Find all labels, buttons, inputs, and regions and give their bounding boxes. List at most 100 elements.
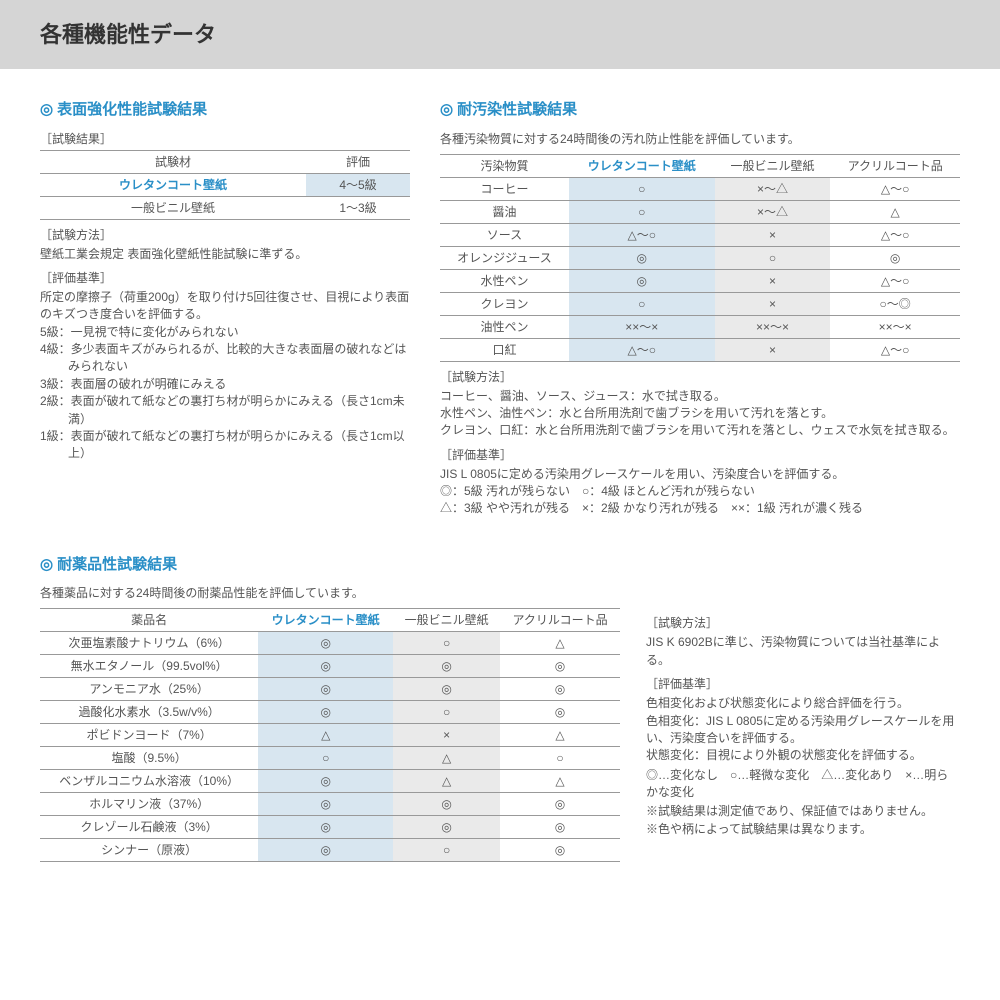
section3-title: 耐薬品性試験結果 bbox=[40, 554, 960, 577]
cell: 無水エタノール（99.5vol%） bbox=[40, 655, 258, 678]
cell: 次亜塩素酸ナトリウム（6%） bbox=[40, 632, 258, 655]
sec3-th-0: 薬品名 bbox=[40, 609, 258, 632]
sec3-th-2: 一般ビニル壁紙 bbox=[393, 609, 500, 632]
cell: × bbox=[715, 269, 831, 292]
sec2-criteria-label: ［評価基準］ bbox=[440, 446, 960, 464]
section1-title: 表面強化性能試験結果 bbox=[40, 99, 410, 122]
cell: ◎ bbox=[393, 816, 500, 839]
cell-name: 一般ビニル壁紙 bbox=[40, 196, 306, 219]
method-line: クレヨン、口紅：水と台所用洗剤で歯ブラシを用いて汚れを落とし、ウェスで水気を拭き… bbox=[440, 422, 960, 439]
cell: ◎ bbox=[830, 246, 960, 269]
cell-value: 4～5級 bbox=[306, 173, 410, 196]
section1-table: 試験材 評価 ウレタンコート壁紙4～5級一般ビニル壁紙1～3級 bbox=[40, 150, 410, 220]
table-row: シンナー（原液）◎○◎ bbox=[40, 839, 620, 862]
table-row: ベンザルコニウム水溶液（10%）◎△△ bbox=[40, 770, 620, 793]
cell: × bbox=[393, 724, 500, 747]
grade-line: 2級：表面が破れて紙などの裏打ち材が明らかにみえる（長さ1cm未満） bbox=[40, 393, 410, 428]
cell: ソース bbox=[440, 223, 569, 246]
table-row: 油性ペン××～×××～×××～× bbox=[440, 315, 960, 338]
cell: ◎ bbox=[500, 839, 620, 862]
section2-intro: 各種汚染物質に対する24時間後の汚れ防止性能を評価しています。 bbox=[440, 130, 960, 148]
cell: △ bbox=[393, 770, 500, 793]
table-row: 口紅△～○×△～○ bbox=[440, 338, 960, 361]
method-line: 水性ペン、油性ペン：水と台所用洗剤で歯ブラシを用いて汚れを落とす。 bbox=[440, 405, 960, 422]
sec1-grades: 5級：一見視で特に変化がみられない4級：多少表面キズがみられるが、比較的大きな表… bbox=[40, 324, 410, 463]
cell: ◎ bbox=[258, 839, 393, 862]
table-row: 過酸化水素水（3.5w/v%）◎○◎ bbox=[40, 701, 620, 724]
sec2-th-0: 汚染物質 bbox=[440, 154, 569, 177]
criteria-line: 状態変化：目視により外観の状態変化を評価する。 bbox=[646, 747, 960, 764]
criteria-line: 色相変化および状態変化により総合評価を行う。 bbox=[646, 695, 960, 712]
cell: ×～△ bbox=[715, 177, 831, 200]
cell: △～○ bbox=[830, 177, 960, 200]
cell: ポビドンヨード（7%） bbox=[40, 724, 258, 747]
sec2-criteria-line: JIS L 0805に定める汚染用グレースケールを用い、汚染度合いを評価する。 bbox=[440, 466, 960, 483]
cell: △～○ bbox=[830, 269, 960, 292]
cell: ○ bbox=[393, 632, 500, 655]
table-row: 一般ビニル壁紙1～3級 bbox=[40, 196, 410, 219]
sec2-th-1: ウレタンコート壁紙 bbox=[569, 154, 715, 177]
section1-result-label: ［試験結果］ bbox=[40, 130, 410, 148]
cell: 油性ペン bbox=[440, 315, 569, 338]
sec1-method-text: 壁紙工業会規定 表面強化壁紙性能試験に準ずる。 bbox=[40, 246, 410, 263]
section2-table: 汚染物質 ウレタンコート壁紙 一般ビニル壁紙 アクリルコート品 コーヒー○×～△… bbox=[440, 154, 960, 362]
grade-line: 3級：表面層の破れが明確にみえる bbox=[40, 376, 410, 393]
cell: オレンジジュース bbox=[440, 246, 569, 269]
top-row: 表面強化性能試験結果 ［試験結果］ 試験材 評価 ウレタンコート壁紙4～5級一般… bbox=[40, 99, 960, 518]
cell-value: 1～3級 bbox=[306, 196, 410, 219]
cell: ××～× bbox=[569, 315, 715, 338]
cell: 醤油 bbox=[440, 200, 569, 223]
grade-line: 1級：表面が破れて紙などの裏打ち材が明らかにみえる（長さ1cm以上） bbox=[40, 428, 410, 463]
sec2-th-3: アクリルコート品 bbox=[830, 154, 960, 177]
table-row: アンモニア水（25%）◎◎◎ bbox=[40, 678, 620, 701]
sec3-criteria-lines: 色相変化および状態変化により総合評価を行う。色相変化：JIS L 0805に定め… bbox=[646, 695, 960, 765]
cell: 塩酸（9.5%） bbox=[40, 747, 258, 770]
sec1-criteria-text: 所定の摩擦子（荷重200g）を取り付け5回往復させ、目視により表面のキズつき度合… bbox=[40, 289, 410, 324]
table-row: 醤油○×～△△ bbox=[440, 200, 960, 223]
sec3-method-text: JIS K 6902Bに準じ、汚染物質については当社基準による。 bbox=[646, 634, 960, 669]
sec2-legend1: ◎：5級 汚れが残らない ○：4級 ほとんど汚れが残らない bbox=[440, 483, 960, 500]
section3-intro: 各種薬品に対する24時間後の耐薬品性能を評価しています。 bbox=[40, 584, 960, 602]
sec1-method-label: ［試験方法］ bbox=[40, 226, 410, 244]
section2-title: 耐汚染性試験結果 bbox=[440, 99, 960, 122]
table-row: クレヨン○×○～◎ bbox=[440, 292, 960, 315]
cell: ベンザルコニウム水溶液（10%） bbox=[40, 770, 258, 793]
cell: コーヒー bbox=[440, 177, 569, 200]
page-header: 各種機能性データ bbox=[0, 0, 1000, 69]
section-stain-resistance: 耐汚染性試験結果 各種汚染物質に対する24時間後の汚れ防止性能を評価しています。… bbox=[440, 99, 960, 518]
content: 表面強化性能試験結果 ［試験結果］ 試験材 評価 ウレタンコート壁紙4～5級一般… bbox=[0, 99, 1000, 908]
table-row: 次亜塩素酸ナトリウム（6%）◎○△ bbox=[40, 632, 620, 655]
cell: ○ bbox=[715, 246, 831, 269]
cell: ×～△ bbox=[715, 200, 831, 223]
grade-line: 4級：多少表面キズがみられるが、比較的大きな表面層の破れなどはみられない bbox=[40, 341, 410, 376]
section-surface-strength: 表面強化性能試験結果 ［試験結果］ 試験材 評価 ウレタンコート壁紙4～5級一般… bbox=[40, 99, 410, 518]
cell: ◎ bbox=[258, 770, 393, 793]
cell: ◎ bbox=[258, 632, 393, 655]
criteria-line: 色相変化：JIS L 0805に定める汚染用グレースケールを用い、汚染度合いを評… bbox=[646, 713, 960, 748]
cell: △ bbox=[393, 747, 500, 770]
cell: アンモニア水（25%） bbox=[40, 678, 258, 701]
cell: △ bbox=[830, 200, 960, 223]
sec2-methods: コーヒー、醤油、ソース、ジュース：水で拭き取る。水性ペン、油性ペン：水と台所用洗… bbox=[440, 388, 960, 440]
sec3-legend: ◎…変化なし ○…軽微な変化 △…変化あり ×…明らかな変化 bbox=[646, 767, 960, 802]
cell: △ bbox=[500, 632, 620, 655]
section3-table: 薬品名 ウレタンコート壁紙 一般ビニル壁紙 アクリルコート品 次亜塩素酸ナトリウ… bbox=[40, 608, 620, 862]
table-row: ウレタンコート壁紙4～5級 bbox=[40, 173, 410, 196]
cell: △～○ bbox=[569, 223, 715, 246]
sec3-th-1: ウレタンコート壁紙 bbox=[258, 609, 393, 632]
cell: × bbox=[715, 223, 831, 246]
table-row: 無水エタノール（99.5vol%）◎◎◎ bbox=[40, 655, 620, 678]
table-row: 水性ペン◎×△～○ bbox=[440, 269, 960, 292]
cell: 水性ペン bbox=[440, 269, 569, 292]
cell: ○～◎ bbox=[830, 292, 960, 315]
cell: クレヨン bbox=[440, 292, 569, 315]
cell: ◎ bbox=[393, 655, 500, 678]
cell: ○ bbox=[393, 701, 500, 724]
cell: △ bbox=[500, 724, 620, 747]
sec3-criteria-label: ［評価基準］ bbox=[646, 675, 960, 693]
sec3-method-label: ［試験方法］ bbox=[646, 614, 960, 632]
sec1-criteria-label: ［評価基準］ bbox=[40, 269, 410, 287]
cell-name: ウレタンコート壁紙 bbox=[40, 173, 306, 196]
table-row: ソース△～○×△～○ bbox=[440, 223, 960, 246]
cell: ◎ bbox=[569, 269, 715, 292]
